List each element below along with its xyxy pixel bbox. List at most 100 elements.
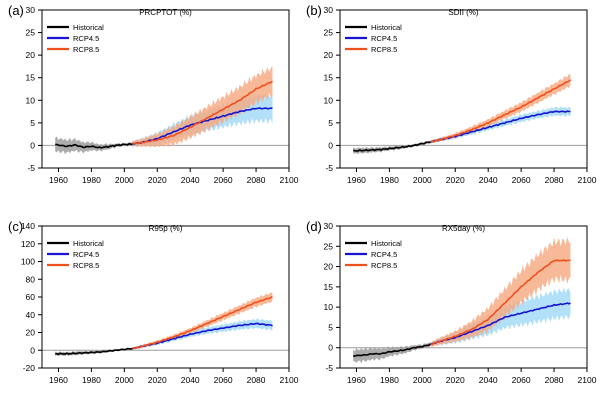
legend-label-rcp45: RCP4.5 (371, 250, 397, 259)
y-tick-label: 25 (26, 28, 36, 38)
panel-d: 1960 1980 2000 2020 2040 2060 2080 2100 -5 0 5 10 15… (306, 219, 597, 385)
panel-title: RX5day (%) (442, 224, 485, 233)
rcp85-line (132, 296, 273, 349)
y-tick-label: 10 (324, 302, 334, 312)
historical-range-band (353, 342, 431, 364)
y-tick-label: 5 (328, 322, 333, 332)
x-tick-label: 2020 (148, 175, 167, 185)
y-tick-label: 30 (324, 221, 334, 231)
y-tick-label: 140 (21, 221, 35, 231)
historical-line (352, 343, 432, 357)
x-tick-label: 1960 (347, 175, 366, 185)
y-tick-label: 80 (26, 274, 36, 284)
x-tick-label: 1960 (49, 375, 68, 385)
y-tick-label: 20 (26, 50, 36, 60)
y-tick-label: 0 (30, 345, 35, 355)
y-tick-label: -5 (325, 363, 333, 373)
historical-line (55, 347, 133, 356)
panel-title: R95p (%) (149, 224, 183, 233)
legend-label-historical: Historical (73, 239, 104, 248)
y-tick-label: 40 (26, 310, 36, 320)
panel-b: 1960 1980 2000 2020 2040 2060 2080 2100 -5 0 5 10 15… (306, 3, 597, 185)
x-tick-label: 2040 (479, 175, 498, 185)
x-tick-label: 2000 (413, 175, 432, 185)
x-tick-label: 2100 (578, 375, 597, 385)
rcp85-line (430, 259, 571, 346)
panel-label: (d) (306, 219, 322, 234)
y-tick-label: -5 (325, 163, 333, 173)
historical-range-band (353, 140, 431, 155)
rcp85-range-band (132, 292, 273, 350)
x-tick-label: 2020 (446, 175, 465, 185)
rcp85-line (132, 80, 274, 145)
historical-line (352, 141, 431, 152)
x-tick-label: 2060 (214, 375, 233, 385)
x-tick-label: 2080 (247, 175, 266, 185)
y-tick-label: 30 (324, 5, 334, 15)
x-tick-label: 2060 (214, 175, 233, 185)
x-tick-label: 2020 (148, 375, 167, 385)
y-tick-label: 15 (324, 73, 334, 83)
legend-label-rcp45: RCP4.5 (371, 34, 397, 43)
historical-line (55, 142, 133, 149)
plot-frame (41, 9, 290, 169)
x-tick-label: 2040 (181, 175, 200, 185)
rcp85-range-band (430, 236, 571, 348)
x-tick-label: 2080 (247, 375, 266, 385)
legend-label-rcp85: RCP8.5 (73, 261, 99, 270)
panel-label: (b) (306, 3, 322, 18)
rcp45-line (132, 107, 273, 145)
y-tick-label: 25 (324, 28, 334, 38)
panel-label: (c) (8, 219, 23, 234)
legend-label-rcp45: RCP4.5 (73, 250, 99, 259)
x-tick-label: 2000 (413, 375, 432, 385)
y-tick-label: 30 (26, 5, 36, 15)
rcp85-range-band (430, 73, 571, 144)
rcp85-range-band (132, 66, 273, 148)
x-tick-label: 2040 (181, 375, 200, 385)
x-tick-label: 2000 (115, 175, 134, 185)
historical-range-band (55, 136, 133, 155)
x-tick-label: 1960 (347, 375, 366, 385)
y-tick-label: 100 (21, 257, 35, 267)
x-tick-label: 2000 (115, 375, 134, 385)
panel-title: SDII (%) (448, 8, 479, 17)
x-tick-label: 2020 (446, 375, 465, 385)
x-tick-label: 1960 (49, 175, 68, 185)
y-tick-label: 20 (26, 328, 36, 338)
x-tick-label: 2100 (280, 375, 299, 385)
y-tick-label: 0 (30, 140, 35, 150)
rcp45-line (132, 322, 273, 350)
x-tick-label: 1980 (380, 375, 399, 385)
y-tick-label: 5 (328, 118, 333, 128)
x-tick-label: 2100 (280, 175, 299, 185)
panel-title: PRCPTOT (%) (139, 8, 192, 17)
x-tick-label: 2080 (545, 375, 564, 385)
y-tick-label: 120 (21, 239, 35, 249)
legend-label-rcp85: RCP8.5 (73, 45, 99, 54)
y-tick-label: 0 (328, 140, 333, 150)
legend-label-rcp85: RCP8.5 (371, 45, 397, 54)
plot-frame (339, 225, 588, 369)
y-tick-label: 25 (324, 241, 334, 251)
x-tick-label: 1980 (82, 375, 101, 385)
x-tick-label: 1980 (380, 175, 399, 185)
legend-label-historical: Historical (371, 23, 402, 32)
rcp45-line (430, 302, 571, 346)
y-tick-label: 60 (26, 292, 36, 302)
y-tick-label: 5 (30, 118, 35, 128)
y-tick-label: 20 (324, 262, 334, 272)
x-tick-label: 2080 (545, 175, 564, 185)
x-tick-label: 2100 (578, 175, 597, 185)
rcp85-line (430, 79, 572, 143)
x-tick-label: 1980 (82, 175, 101, 185)
panel-label: (a) (8, 3, 24, 18)
y-tick-label: 15 (324, 282, 334, 292)
panel-a: 1960 1980 2000 2020 2040 2060 2080 2100 -5 0 5 10 15… (8, 3, 299, 185)
x-tick-label: 2060 (512, 175, 531, 185)
x-tick-label: 2060 (512, 375, 531, 385)
y-tick-label: 10 (26, 95, 36, 105)
y-tick-label: -20 (23, 363, 36, 373)
y-tick-label: 10 (324, 95, 334, 105)
